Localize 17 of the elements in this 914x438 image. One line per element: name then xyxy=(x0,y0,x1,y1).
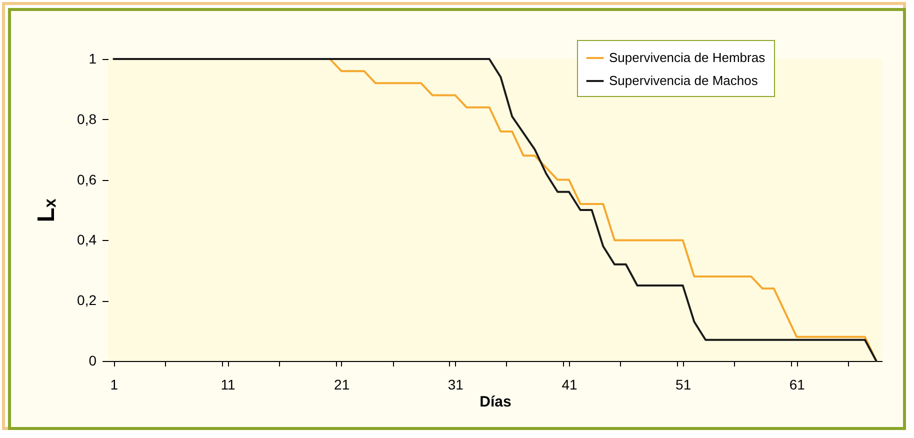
y-tick-label: 0,4 xyxy=(77,232,97,248)
y-tick-label: 0,6 xyxy=(77,171,97,188)
x-tick-label: 31 xyxy=(448,376,464,392)
x-tick-label: 61 xyxy=(789,376,806,392)
x-tick-label: 11 xyxy=(220,376,236,392)
x-tick-label: 51 xyxy=(676,376,692,392)
legend-label: Supervivencia de Hembras xyxy=(609,50,766,65)
x-tick-label: 21 xyxy=(334,376,350,392)
x-tick-label: 1 xyxy=(110,376,118,392)
y-axis-title: Lₓ xyxy=(33,198,60,222)
y-tick-label: 1 xyxy=(88,50,97,66)
x-tick-label: 41 xyxy=(562,376,578,392)
x-axis-title: Días xyxy=(480,394,512,410)
y-tick-label: 0,8 xyxy=(77,110,97,127)
legend-label: Supervivencia de Machos xyxy=(609,73,758,88)
y-tick-label: 0,2 xyxy=(77,292,97,308)
y-tick-label: 0 xyxy=(88,352,97,368)
